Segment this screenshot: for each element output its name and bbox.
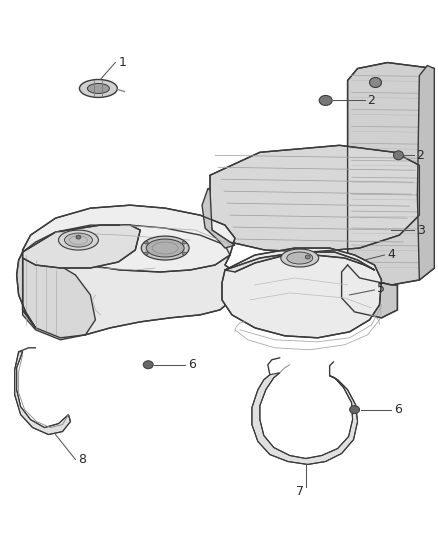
Polygon shape bbox=[252, 373, 357, 464]
Ellipse shape bbox=[319, 95, 332, 106]
Ellipse shape bbox=[143, 361, 153, 369]
Polygon shape bbox=[23, 250, 95, 340]
Ellipse shape bbox=[146, 239, 184, 257]
Polygon shape bbox=[348, 62, 434, 285]
Ellipse shape bbox=[287, 252, 313, 264]
Ellipse shape bbox=[350, 406, 360, 414]
Text: 8: 8 bbox=[78, 453, 86, 466]
Ellipse shape bbox=[79, 79, 117, 98]
Text: 4: 4 bbox=[388, 247, 396, 261]
Ellipse shape bbox=[59, 230, 99, 250]
Polygon shape bbox=[342, 265, 397, 318]
Ellipse shape bbox=[144, 252, 148, 255]
Polygon shape bbox=[14, 352, 71, 434]
Text: 5: 5 bbox=[378, 282, 385, 295]
Ellipse shape bbox=[64, 233, 92, 247]
Text: 7: 7 bbox=[296, 485, 304, 498]
Polygon shape bbox=[225, 252, 374, 272]
Polygon shape bbox=[17, 252, 35, 328]
Polygon shape bbox=[417, 66, 434, 280]
Polygon shape bbox=[202, 188, 235, 248]
Polygon shape bbox=[23, 225, 140, 268]
Polygon shape bbox=[23, 205, 235, 272]
Text: 2: 2 bbox=[367, 94, 375, 107]
Ellipse shape bbox=[370, 77, 381, 87]
Text: 3: 3 bbox=[417, 224, 425, 237]
Ellipse shape bbox=[182, 241, 186, 244]
Ellipse shape bbox=[88, 84, 110, 93]
Polygon shape bbox=[23, 225, 235, 338]
Ellipse shape bbox=[281, 249, 319, 267]
Text: 6: 6 bbox=[188, 358, 196, 372]
Ellipse shape bbox=[76, 235, 81, 239]
Ellipse shape bbox=[305, 255, 310, 259]
Polygon shape bbox=[222, 248, 381, 338]
Ellipse shape bbox=[182, 252, 186, 255]
Ellipse shape bbox=[393, 151, 403, 160]
Text: 6: 6 bbox=[395, 403, 403, 416]
Text: 2: 2 bbox=[417, 149, 424, 162]
Polygon shape bbox=[208, 146, 419, 252]
Ellipse shape bbox=[141, 236, 189, 260]
Text: 1: 1 bbox=[118, 56, 126, 69]
Ellipse shape bbox=[144, 241, 148, 244]
